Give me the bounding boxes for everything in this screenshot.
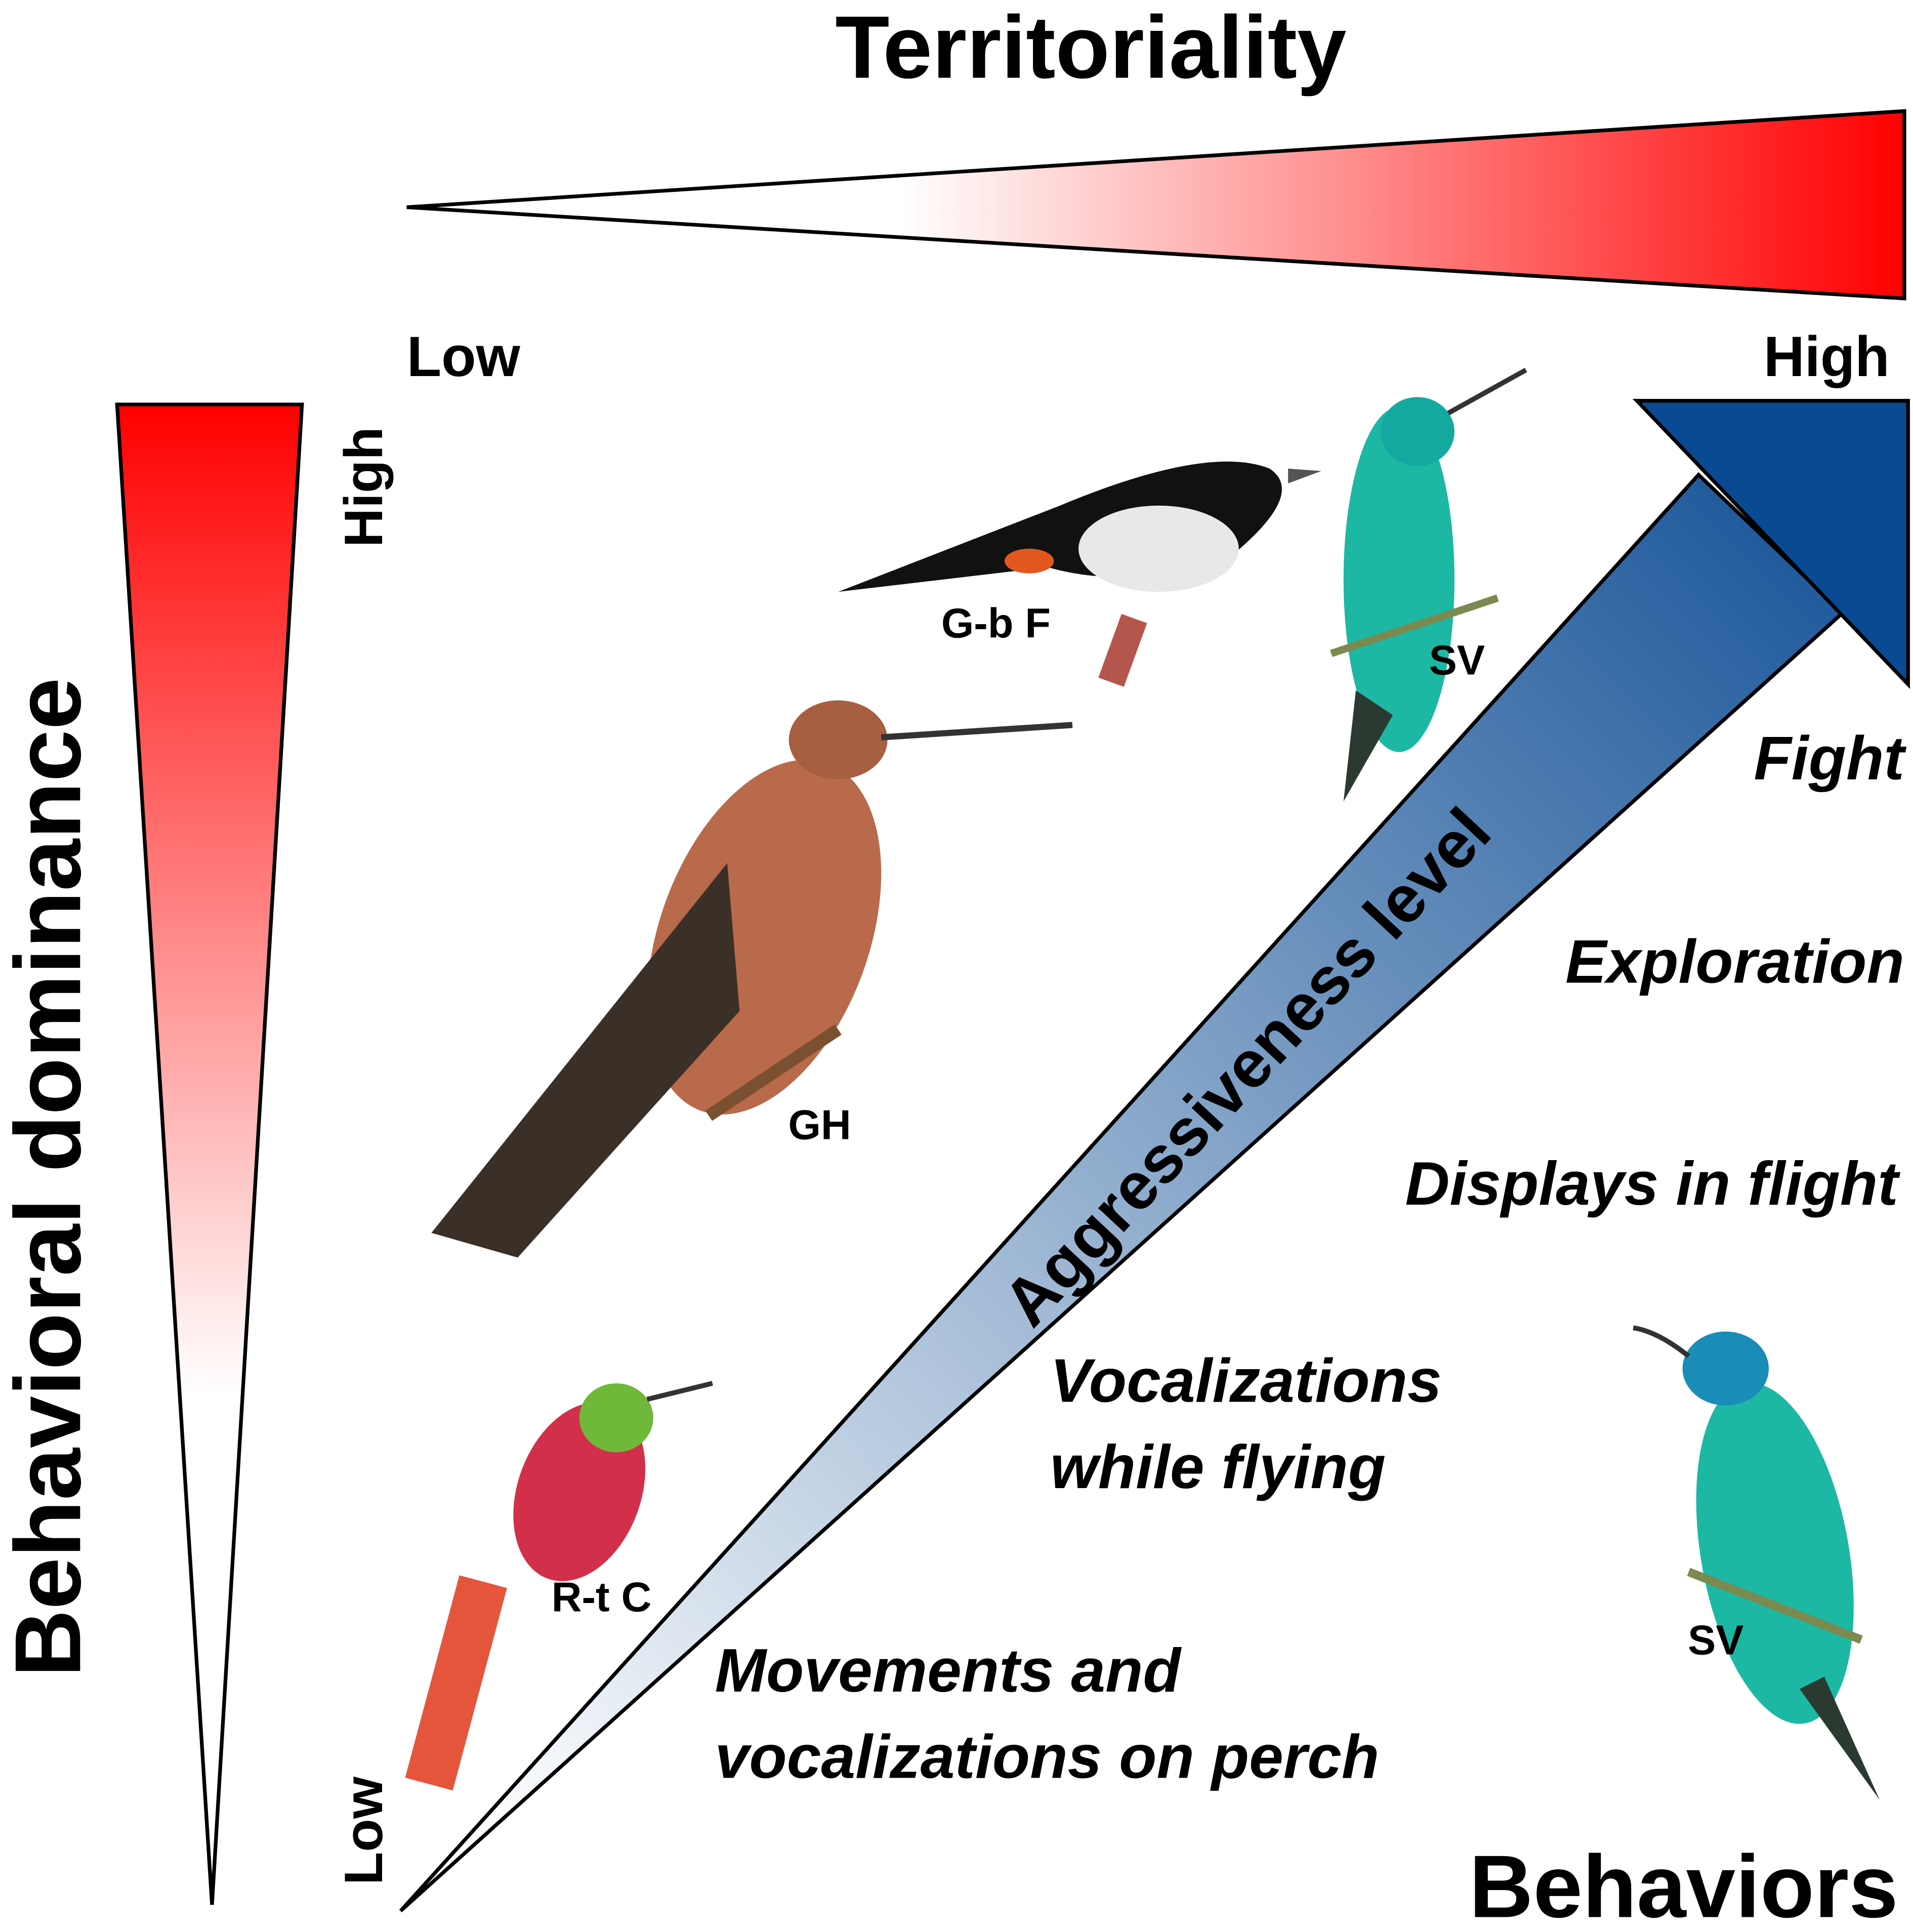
low-label: Low [407, 325, 521, 388]
behavior: vocalizations on perch [715, 1722, 1380, 1791]
aggressiveness-label: Aggressiveness level [988, 794, 1505, 1340]
bird-label: SV [1429, 636, 1485, 683]
aggressiveness-arrow [399, 472, 1846, 1913]
behavior: Exploration [1565, 927, 1904, 996]
title: Territoriality [835, 0, 1346, 97]
dominance-high: High [333, 427, 394, 547]
bird-label: SV [1688, 1617, 1743, 1664]
behavior: Movements and [715, 1636, 1182, 1705]
bird-gbf [838, 461, 1321, 687]
territoriality-wedge [406, 109, 1906, 301]
bird-gh [431, 700, 1073, 1258]
bird-rtc [405, 1381, 713, 1791]
bird-label: GH [788, 1101, 851, 1148]
behaviors-label: Behaviors [1469, 1837, 1898, 1932]
high-label: High [1764, 325, 1890, 388]
bird-sv-bottom [1633, 1325, 1880, 1800]
dominance-label: Behavioral dominance [0, 678, 100, 1677]
dominance-low: Low [333, 1776, 394, 1885]
bird-sv-top [1330, 367, 1527, 802]
behavior: Fight [1754, 724, 1906, 793]
behavior: Displays in flight [1405, 1149, 1901, 1218]
behavior: Vocalizations [1050, 1346, 1442, 1415]
bird-label: G-b F [941, 599, 1051, 646]
behavior: while flying [1050, 1432, 1386, 1501]
bird-label: R-t C [552, 1574, 652, 1621]
arrow-head [1632, 399, 1910, 689]
dominance-wedge [115, 402, 304, 1905]
